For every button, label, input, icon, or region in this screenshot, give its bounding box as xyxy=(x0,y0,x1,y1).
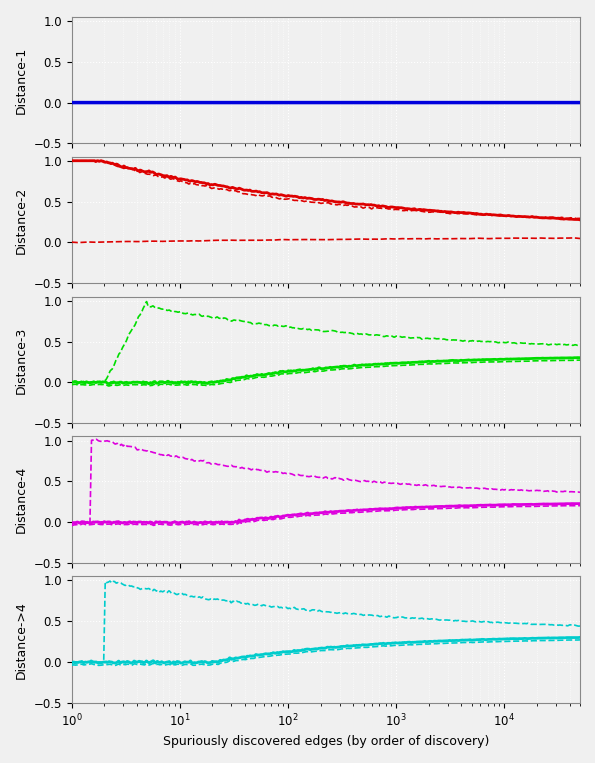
Y-axis label: Distance-2: Distance-2 xyxy=(15,186,28,253)
X-axis label: Spuriously discovered edges (by order of discovery): Spuriously discovered edges (by order of… xyxy=(162,735,489,748)
Y-axis label: Distance->4: Distance->4 xyxy=(15,601,28,678)
Y-axis label: Distance-4: Distance-4 xyxy=(15,466,28,533)
Y-axis label: Distance-1: Distance-1 xyxy=(15,47,28,114)
Y-axis label: Distance-3: Distance-3 xyxy=(15,327,28,394)
